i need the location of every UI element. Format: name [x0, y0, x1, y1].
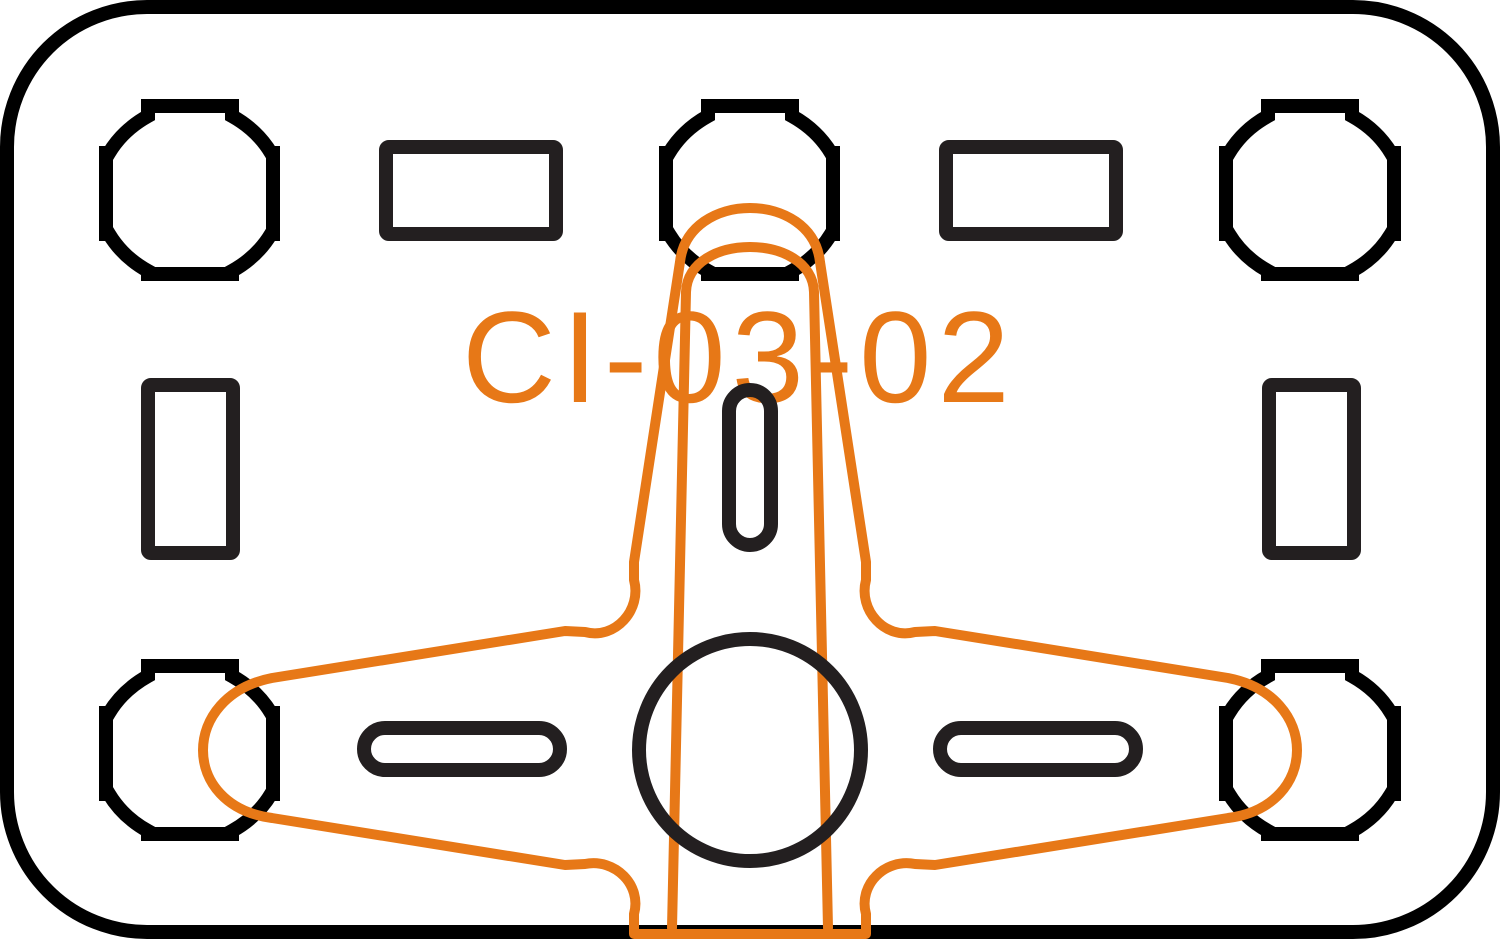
slot-top-left	[379, 140, 563, 241]
bracket-outline	[198, 203, 1302, 939]
corner-hole-top-right	[1219, 99, 1401, 281]
bracket-slot-top	[722, 383, 778, 552]
corner-hole-top-left	[99, 99, 280, 281]
bracket-slot-left	[357, 721, 567, 777]
bracket-slot-right	[933, 721, 1143, 777]
slot-middle-right	[1262, 378, 1361, 560]
part-id-label: CI-03-02	[462, 284, 1016, 430]
corner-hole-bottom-left	[99, 659, 280, 841]
corner-hole-top-center	[659, 99, 840, 281]
bracket-center-hole	[632, 632, 868, 868]
slot-top-right	[939, 140, 1123, 241]
slot-middle-left	[141, 378, 240, 560]
corner-hole-bottom-right	[1219, 659, 1401, 841]
bracket-arm-outline	[667, 242, 833, 933]
